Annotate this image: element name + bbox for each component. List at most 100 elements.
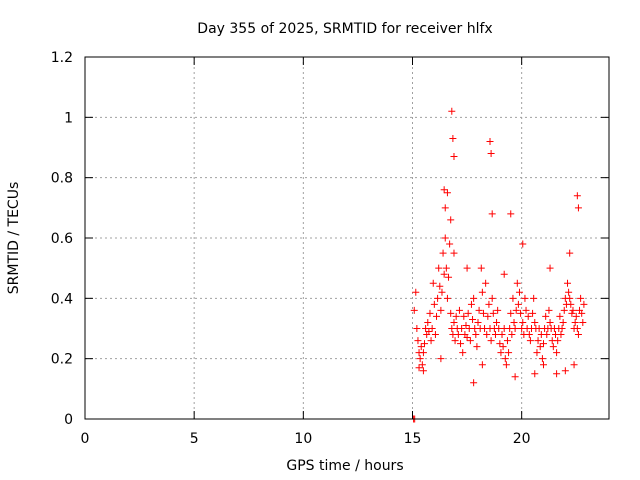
data-point <box>427 337 435 345</box>
data-point <box>447 309 455 317</box>
data-point <box>579 318 587 326</box>
data-point <box>540 361 547 369</box>
x-tick-label: 5 <box>190 431 199 447</box>
data-point <box>450 153 458 161</box>
data-point <box>580 300 588 308</box>
data-point <box>421 340 429 348</box>
data-point <box>419 367 427 375</box>
data-point <box>536 343 544 351</box>
data-point <box>570 361 578 369</box>
x-axis-label: GPS time / hours <box>286 458 403 474</box>
data-point <box>418 361 426 369</box>
data-point <box>498 331 506 339</box>
data-point <box>533 349 541 357</box>
data-point <box>455 306 463 314</box>
data-point <box>568 309 576 317</box>
data-point <box>478 361 486 369</box>
data-point <box>578 309 586 317</box>
data-point <box>556 312 564 320</box>
data-point <box>512 306 520 314</box>
y-tick-label: 0.8 <box>51 171 73 187</box>
data-point <box>460 312 468 320</box>
data-point <box>487 337 495 345</box>
data-point <box>445 273 453 281</box>
data-point <box>474 318 482 326</box>
data-point <box>439 249 447 257</box>
data-point <box>574 331 582 339</box>
data-point <box>422 325 430 332</box>
data-point <box>496 340 504 348</box>
data-point <box>577 294 585 302</box>
data-point <box>553 349 561 357</box>
tick-layer: 0 0.2 0.4 0.6 0.8 1 1.2 0 5 10 15 20 <box>51 50 609 447</box>
data-point <box>437 355 445 363</box>
data-point <box>483 331 491 339</box>
data-point <box>431 331 439 339</box>
data-point <box>438 288 446 296</box>
data-point <box>437 306 445 314</box>
data-point <box>488 210 496 218</box>
data-point <box>412 288 420 296</box>
data-point <box>419 349 427 357</box>
data-points <box>410 107 588 423</box>
x-tick-label: 10 <box>294 431 312 447</box>
data-point <box>519 318 527 326</box>
data-point <box>454 331 462 339</box>
data-point <box>443 294 451 302</box>
data-point <box>572 312 580 320</box>
data-point <box>429 279 437 287</box>
data-point <box>566 249 574 257</box>
data-point <box>522 306 530 314</box>
data-point <box>413 325 421 332</box>
data-point <box>524 312 532 320</box>
data-point <box>511 373 519 381</box>
data-point <box>462 321 470 329</box>
data-point <box>425 328 433 336</box>
data-point <box>507 309 515 317</box>
data-point <box>531 370 539 378</box>
data-point <box>466 337 474 345</box>
data-point <box>546 318 554 326</box>
data-point <box>414 337 422 345</box>
x-tick-label: 0 <box>81 431 90 447</box>
data-point <box>511 325 519 332</box>
data-point <box>475 306 483 314</box>
data-point <box>554 337 562 345</box>
data-point <box>458 325 466 332</box>
x-tick-label: 15 <box>404 431 422 447</box>
data-point <box>530 294 538 302</box>
y-tick-label: 0.4 <box>51 291 73 307</box>
data-point <box>561 367 569 375</box>
data-point <box>434 294 442 302</box>
data-point <box>538 355 546 363</box>
data-point <box>440 270 448 278</box>
data-point <box>509 294 517 302</box>
data-point <box>447 216 455 224</box>
data-point <box>478 288 486 296</box>
data-point <box>467 300 475 308</box>
data-point <box>486 137 494 145</box>
data-point <box>489 309 497 317</box>
data-point <box>487 150 495 158</box>
data-point <box>472 331 480 339</box>
data-point <box>470 294 478 302</box>
chart-title: Day 355 of 2025, SRMTID for receiver hlf… <box>197 21 492 37</box>
data-point <box>558 325 566 332</box>
data-point <box>549 343 557 351</box>
data-point <box>521 294 529 302</box>
data-point <box>494 306 502 314</box>
data-point <box>513 279 521 287</box>
data-point <box>473 343 481 351</box>
data-point <box>529 309 537 317</box>
data-point <box>565 288 573 296</box>
data-point <box>569 306 577 314</box>
data-point <box>574 204 582 212</box>
data-point <box>500 270 508 278</box>
data-point <box>499 343 507 351</box>
data-point <box>410 306 418 314</box>
data-point <box>497 349 505 357</box>
data-point <box>451 337 459 345</box>
